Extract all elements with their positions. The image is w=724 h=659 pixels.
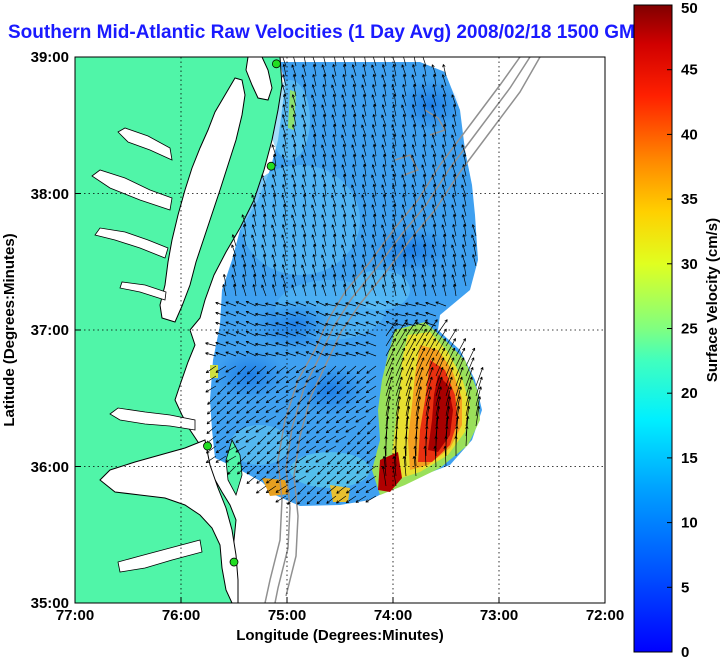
- map-title: Southern Mid-Atlantic Raw Velocities (1 …: [8, 22, 647, 43]
- colorbar-tick-label: 40: [681, 126, 698, 143]
- colorbar-tick-label: 25: [681, 321, 698, 338]
- colorbar-tick-label: 35: [681, 191, 698, 208]
- y-tick-label: 35:00: [31, 595, 69, 612]
- y-tick-label: 36:00: [31, 459, 69, 476]
- y-tick-label: 37:00: [31, 322, 69, 339]
- colorbar-label: Surface Velocity (cm/s): [704, 218, 721, 382]
- x-tick-label: 75:00: [268, 607, 306, 624]
- x-axis-label: Longitude (Degrees:Minutes): [236, 627, 444, 644]
- x-tick-label: 77:00: [56, 607, 94, 624]
- station-north: [271, 59, 281, 69]
- x-tick-label: 76:00: [162, 607, 200, 624]
- colorbar-tick-label: 45: [681, 62, 698, 79]
- x-tick-label: 74:00: [374, 607, 412, 624]
- colorbar-tick-label: 0: [681, 644, 689, 659]
- grid: [75, 57, 605, 603]
- velocity-vectors: [205, 57, 484, 505]
- station-delaware: [266, 161, 276, 171]
- x-tick-label: 72:00: [586, 607, 624, 624]
- y-tick-label: 39:00: [31, 49, 69, 66]
- colorbar-tick-label: 20: [681, 385, 698, 402]
- station-outer-banks-south: [229, 557, 239, 567]
- station-outer-banks-north: [203, 441, 212, 451]
- colorbar-tick-label: 50: [681, 0, 698, 17]
- vector-arrows: [205, 57, 484, 505]
- y-tick-label: 38:00: [31, 186, 69, 203]
- colorbar: [633, 4, 673, 653]
- pamlico-sound: [99, 439, 239, 603]
- colorbar-tick-label: 15: [681, 450, 698, 467]
- y-axis-label: Latitude (Degrees:Minutes): [1, 233, 18, 426]
- colorbar-tick-label: 10: [681, 515, 698, 532]
- x-tick-label: 73:00: [480, 607, 518, 624]
- colorbar-tick-label: 5: [681, 579, 689, 596]
- colorbar-tick-label: 30: [681, 256, 698, 273]
- bathymetry-contours: [264, 57, 541, 603]
